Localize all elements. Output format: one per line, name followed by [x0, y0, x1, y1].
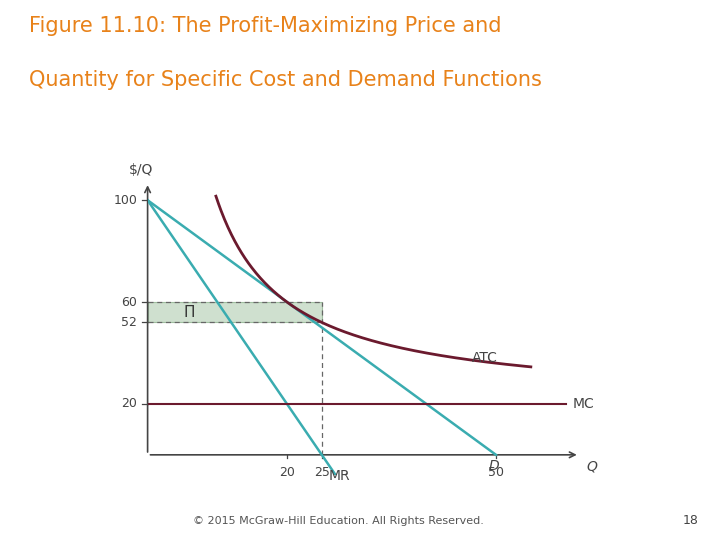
- Text: Quantity for Specific Cost and Demand Functions: Quantity for Specific Cost and Demand Fu…: [29, 70, 541, 90]
- Text: $\Pi$: $\Pi$: [184, 303, 195, 320]
- Text: 52: 52: [121, 316, 137, 329]
- Text: D: D: [489, 458, 500, 472]
- Text: Q: Q: [587, 460, 598, 473]
- Text: © 2015 McGraw-Hill Education. All Rights Reserved.: © 2015 McGraw-Hill Education. All Rights…: [193, 516, 484, 526]
- Text: 100: 100: [113, 194, 137, 207]
- Text: MC: MC: [572, 397, 595, 411]
- Text: 60: 60: [121, 295, 137, 308]
- Text: ATC: ATC: [472, 351, 498, 365]
- Text: MR: MR: [329, 469, 351, 483]
- Text: 25: 25: [314, 466, 330, 480]
- Text: 20: 20: [279, 466, 295, 480]
- Bar: [148, 302, 322, 322]
- Text: 50: 50: [488, 466, 504, 480]
- Text: 20: 20: [121, 397, 137, 410]
- Text: $/Q: $/Q: [128, 163, 153, 177]
- Text: 18: 18: [683, 514, 698, 526]
- Text: Figure 11.10: The Profit-Maximizing Price and: Figure 11.10: The Profit-Maximizing Pric…: [29, 16, 501, 36]
